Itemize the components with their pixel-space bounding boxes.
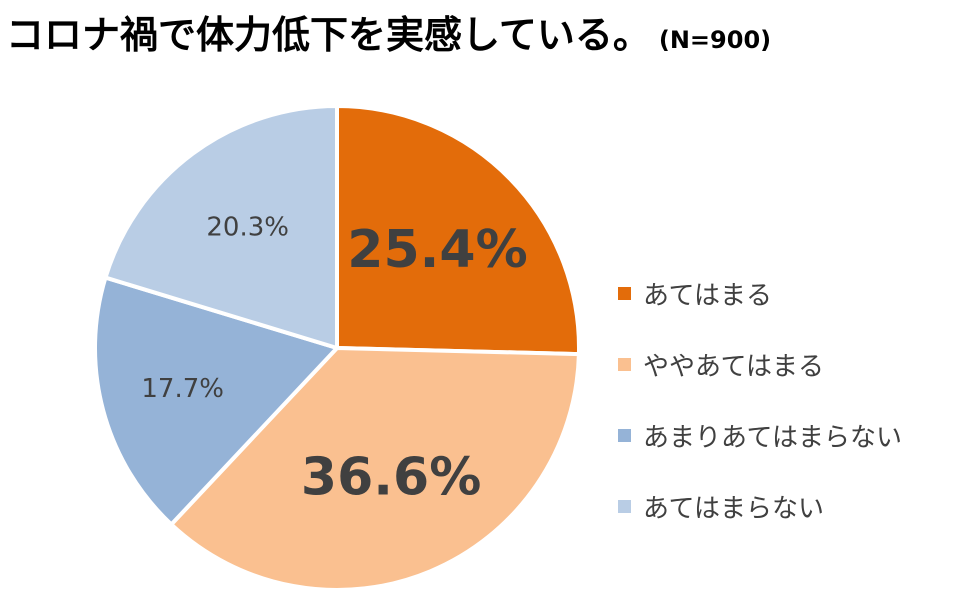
legend-label: ややあてはまる bbox=[643, 352, 824, 382]
pie-slice-2 bbox=[169, 346, 581, 592]
legend-item-1: あてはまる bbox=[618, 258, 953, 329]
legend-swatch bbox=[618, 500, 631, 513]
pie-slice-1 bbox=[335, 104, 581, 357]
legend-swatch bbox=[618, 358, 631, 371]
legend-label: あてはまらない bbox=[643, 494, 824, 524]
sample-size-label: (N=900) bbox=[658, 26, 772, 54]
legend-label: あてはまる bbox=[643, 281, 772, 311]
legend-item-4: あてはまらない bbox=[618, 471, 953, 542]
chart-title-main: コロナ禍で体力低下を実感している。 bbox=[6, 13, 651, 57]
legend-label: あまりあてはまらない bbox=[643, 423, 902, 453]
legend-swatch bbox=[618, 287, 631, 300]
legend-item-3: あまりあてはまらない bbox=[618, 400, 953, 471]
pie-data-label-2: 36.6% bbox=[301, 448, 481, 508]
pie-slice-3 bbox=[93, 275, 339, 527]
legend-swatch bbox=[618, 429, 631, 442]
legend: あてはまるややあてはまるあまりあてはまらない あてはまらない bbox=[618, 258, 953, 542]
pie-data-label-1: 25.4% bbox=[347, 220, 527, 280]
pie-data-label-3: 17.7% bbox=[141, 374, 224, 404]
pie-slice-4 bbox=[103, 104, 339, 350]
legend-item-2: ややあてはまる bbox=[618, 329, 953, 400]
pie-data-label-4: 20.3% bbox=[206, 212, 289, 242]
chart-title: コロナ禍で体力低下を実感している。 (N=900) bbox=[6, 4, 771, 59]
